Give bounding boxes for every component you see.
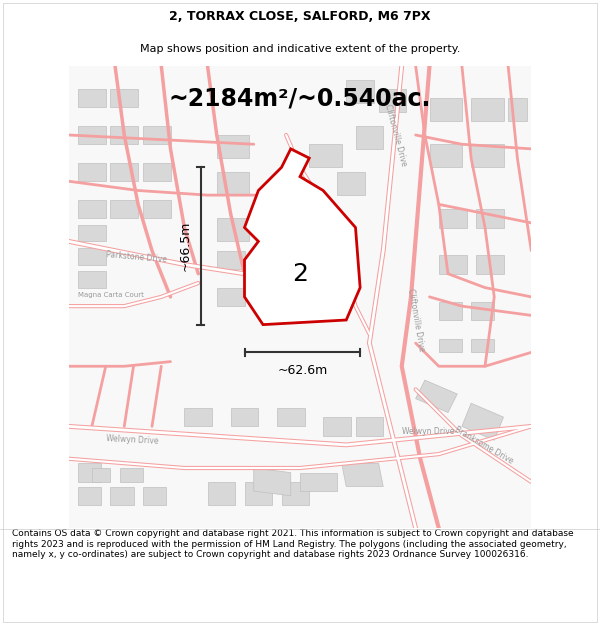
Text: Contains OS data © Crown copyright and database right 2021. This information is : Contains OS data © Crown copyright and d… — [12, 529, 574, 559]
Bar — [78, 248, 106, 264]
Polygon shape — [341, 463, 383, 486]
Bar — [143, 486, 166, 505]
Bar — [230, 408, 259, 426]
Bar — [476, 255, 503, 274]
Bar — [143, 162, 170, 181]
Bar — [78, 162, 106, 181]
Bar — [439, 301, 462, 320]
Bar — [476, 209, 503, 227]
Bar — [471, 339, 494, 352]
Polygon shape — [416, 380, 457, 412]
Bar — [337, 172, 365, 195]
Text: Cliftonville Drive: Cliftonville Drive — [406, 288, 427, 352]
Text: Welwyn Drive: Welwyn Drive — [402, 426, 454, 436]
Bar — [143, 200, 170, 218]
Text: ~2184m²/~0.540ac.: ~2184m²/~0.540ac. — [169, 86, 431, 110]
Bar — [439, 209, 467, 227]
Bar — [217, 218, 249, 241]
Bar — [439, 255, 467, 274]
Polygon shape — [245, 149, 360, 324]
Bar — [110, 126, 138, 144]
Bar — [217, 288, 245, 306]
Text: Map shows position and indicative extent of the property.: Map shows position and indicative extent… — [140, 44, 460, 54]
Polygon shape — [300, 472, 337, 491]
Bar — [346, 79, 374, 102]
Bar — [217, 172, 249, 195]
Text: ~66.5m: ~66.5m — [178, 221, 191, 271]
Bar — [78, 200, 106, 218]
Bar — [78, 225, 106, 241]
Text: ~62.6m: ~62.6m — [277, 364, 328, 377]
Polygon shape — [462, 403, 503, 440]
Bar — [78, 463, 101, 482]
Bar — [208, 482, 235, 505]
Bar — [291, 195, 314, 214]
Bar — [430, 98, 462, 121]
Bar — [471, 144, 503, 168]
Text: Cliftonville Drive: Cliftonville Drive — [383, 103, 409, 167]
Bar — [277, 408, 305, 426]
Bar — [309, 144, 341, 168]
Text: Parkstone Drive: Parkstone Drive — [106, 251, 167, 265]
Bar — [217, 251, 245, 269]
Bar — [78, 271, 106, 288]
Bar — [119, 468, 143, 482]
Bar — [78, 126, 106, 144]
Bar — [430, 144, 462, 168]
Bar — [92, 468, 110, 482]
Bar — [110, 162, 138, 181]
Bar — [245, 482, 272, 505]
Text: 2: 2 — [292, 262, 308, 286]
Bar — [508, 98, 527, 121]
Bar — [439, 339, 462, 352]
Bar — [78, 89, 106, 107]
Polygon shape — [254, 468, 291, 496]
Bar — [471, 301, 494, 320]
Bar — [471, 98, 503, 121]
Text: Branksome Drive: Branksome Drive — [452, 424, 514, 465]
Bar — [78, 486, 101, 505]
Bar — [379, 89, 406, 112]
Bar — [184, 408, 212, 426]
Text: 2, TORRAX CLOSE, SALFORD, M6 7PX: 2, TORRAX CLOSE, SALFORD, M6 7PX — [169, 10, 431, 23]
Bar — [110, 486, 133, 505]
Bar — [143, 126, 170, 144]
Bar — [110, 200, 138, 218]
Bar — [355, 126, 383, 149]
Bar — [217, 135, 249, 158]
Bar — [323, 417, 351, 436]
Text: Welwyn Drive: Welwyn Drive — [106, 434, 158, 446]
Bar — [281, 482, 309, 505]
Bar — [110, 89, 138, 107]
Text: Magna Carta Court: Magna Carta Court — [78, 291, 144, 297]
Bar — [355, 417, 383, 436]
Text: Torrax Close: Torrax Close — [314, 199, 343, 238]
Bar — [323, 241, 346, 260]
